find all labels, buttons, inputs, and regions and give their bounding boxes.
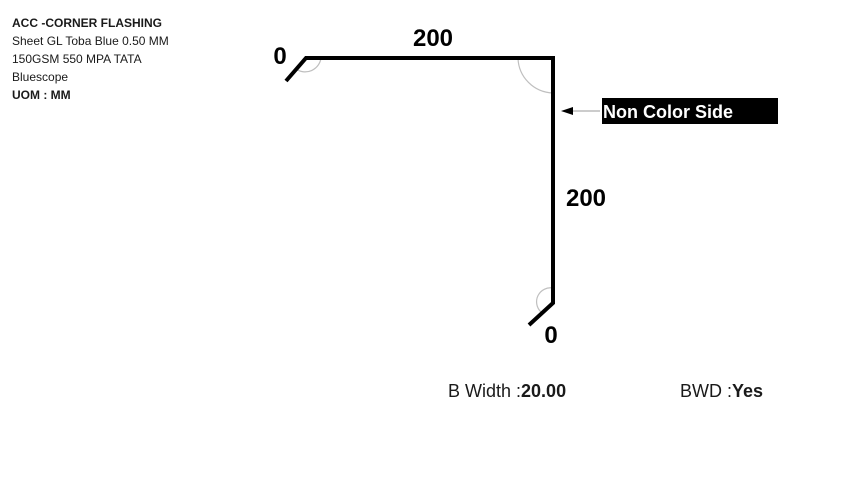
top-left-angle-arc — [295, 57, 322, 73]
side-arrow-head — [561, 107, 573, 115]
uom-row: UOM : MM — [12, 86, 169, 104]
b-width-label: B Width : — [448, 381, 522, 401]
corner-angle-arc — [517, 57, 554, 94]
b-width-row: B Width :20.00 — [448, 381, 566, 402]
bwd-row: BWD :Yes — [680, 381, 763, 402]
material-line-2: 150GSM 550 MPA TATA — [12, 52, 142, 66]
product-info: ACC -CORNER FLASHING Sheet GL Toba Blue … — [12, 14, 169, 104]
uom-value: MM — [50, 88, 71, 102]
side-tag-background — [602, 98, 778, 124]
top-length-label: 200 — [413, 25, 453, 52]
b-width-value: 20.00 — [521, 381, 567, 401]
bwd-label: BWD : — [680, 381, 732, 401]
uom-label: UOM : — [12, 88, 48, 102]
product-title: ACC -CORNER FLASHING — [12, 16, 162, 30]
right-length-label: 200 — [566, 185, 606, 212]
bottom-angle-label: 0 — [544, 322, 557, 349]
side-tag-label: Non Color Side — [603, 102, 733, 122]
material-line-1: Sheet GL Toba Blue 0.50 MM — [12, 34, 169, 48]
top-left-angle-label: 0 — [273, 43, 286, 70]
bwd-value: Yes — [732, 381, 764, 401]
flashing-profile-line — [284, 56, 555, 327]
material-line-3: Bluescope — [12, 70, 69, 84]
bottom-angle-arc — [535, 287, 554, 313]
